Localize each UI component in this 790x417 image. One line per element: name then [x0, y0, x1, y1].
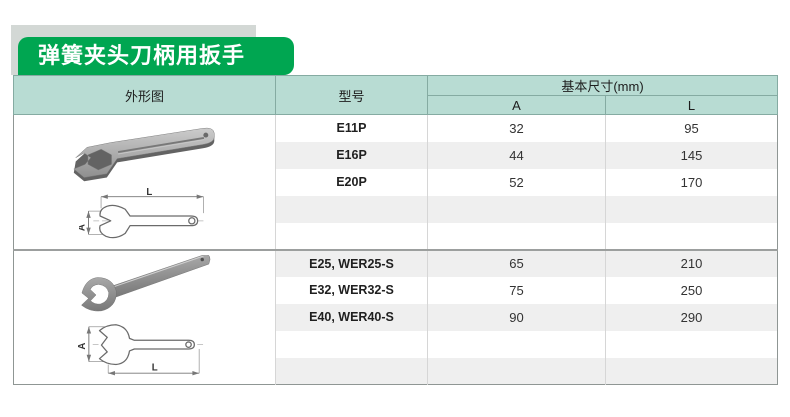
empty-cell — [275, 330, 428, 358]
wrench-outline — [98, 324, 195, 366]
dim-label-a: A — [77, 343, 88, 350]
empty-cell — [427, 330, 606, 358]
outline-figure-cell-ep: L A — [13, 114, 276, 250]
model-cell: E32, WER32-S — [275, 276, 428, 304]
hex-wrench-photo — [72, 127, 215, 182]
table-row: L A E11P 32 — [13, 114, 778, 250]
col-header-l: L — [604, 95, 779, 115]
arrowhead — [86, 355, 92, 362]
col-header-outline: 外形图 — [13, 75, 276, 115]
table-row: E20P 52 170 — [14, 168, 778, 196]
model-cell: E20P — [275, 168, 428, 196]
dimension-a-cell: 90 — [427, 303, 606, 331]
model-cell: E40, WER40-S — [275, 303, 428, 331]
spanner-head — [80, 277, 117, 312]
dimension-a-cell: 52 — [427, 168, 606, 196]
dimension-l-cell: 145 — [604, 141, 778, 169]
arrowhead — [85, 227, 91, 235]
empty-cell — [604, 195, 778, 223]
arrowhead — [192, 371, 200, 376]
model-cell: E11P — [275, 114, 428, 142]
dimension-a-cell: 75 — [427, 276, 606, 304]
table-row-empty — [14, 357, 778, 385]
outline-figure-cell-wer: A L — [13, 248, 276, 385]
empty-cell — [604, 222, 778, 250]
page-title-text: 弹簧夹头刀柄用扳手 — [38, 43, 246, 68]
handle-hole — [187, 216, 196, 225]
dimension-a-cell: 44 — [427, 141, 606, 169]
table-row: E40, WER40-S 90 290 — [14, 303, 778, 331]
spec-table: 外形图 型号 基本尺寸(mm) A L — [13, 75, 779, 385]
dimension-l-cell: 170 — [604, 168, 778, 196]
table-row-empty — [14, 330, 778, 358]
spanner-wrench-photo — [80, 255, 210, 312]
handle-highlight — [111, 255, 204, 288]
col-header-dimensions: 基本尺寸(mm) — [426, 75, 779, 96]
empty-cell — [427, 195, 606, 223]
empty-cell — [275, 357, 428, 385]
handle-hole — [202, 132, 208, 138]
dimension-l-cell: 250 — [604, 276, 778, 304]
arrowhead — [108, 371, 115, 376]
empty-cell — [275, 222, 428, 250]
empty-cell — [604, 330, 778, 358]
model-cell: E25, WER25-S — [275, 248, 428, 277]
wrench-body — [72, 127, 215, 178]
handle-hole — [200, 258, 204, 262]
table-row: E32, WER32-S 75 250 — [14, 276, 778, 304]
empty-cell — [427, 357, 606, 385]
empty-cell — [427, 222, 606, 250]
hex-wrench-diagram: L A — [79, 188, 206, 239]
dim-label-l: L — [146, 188, 152, 198]
table-row-empty — [14, 195, 778, 223]
dimension-l-cell: 95 — [604, 114, 778, 142]
table-row: A L E25, WER25-S — [13, 248, 778, 385]
dimension-l-cell: 290 — [604, 303, 778, 331]
table-header: 外形图 型号 基本尺寸(mm) A L — [13, 75, 779, 115]
dim-label-l: L — [152, 363, 158, 374]
model-cell: E16P — [275, 141, 428, 169]
arrowhead — [86, 326, 92, 334]
arrowhead — [85, 210, 91, 218]
dimension-a-cell: 65 — [427, 248, 606, 277]
dimension-l-cell: 210 — [604, 248, 778, 277]
handle-groove — [117, 136, 204, 153]
empty-cell — [275, 195, 428, 223]
handle-groove-highlight — [117, 139, 204, 155]
arrowhead — [100, 194, 108, 199]
col-header-model: 型号 — [275, 75, 428, 115]
empty-cell — [604, 357, 778, 385]
spanner-handle — [109, 255, 210, 298]
table-row: E16P 44 145 — [14, 141, 778, 169]
page-title: 弹簧夹头刀柄用扳手 — [18, 37, 294, 75]
arrowhead — [196, 194, 203, 199]
col-header-a: A — [427, 95, 606, 115]
dimension-a-cell: 32 — [427, 114, 606, 142]
table-row-empty — [14, 222, 778, 250]
table-group-ep: L A E11P 32 — [13, 114, 778, 250]
dim-label-a: A — [79, 224, 88, 231]
spanner-wrench-diagram: A L — [77, 324, 204, 376]
handle-hole — [185, 341, 192, 349]
table-group-wer: A L E25, WER25-S — [13, 248, 778, 385]
wrench-outline — [98, 204, 198, 239]
